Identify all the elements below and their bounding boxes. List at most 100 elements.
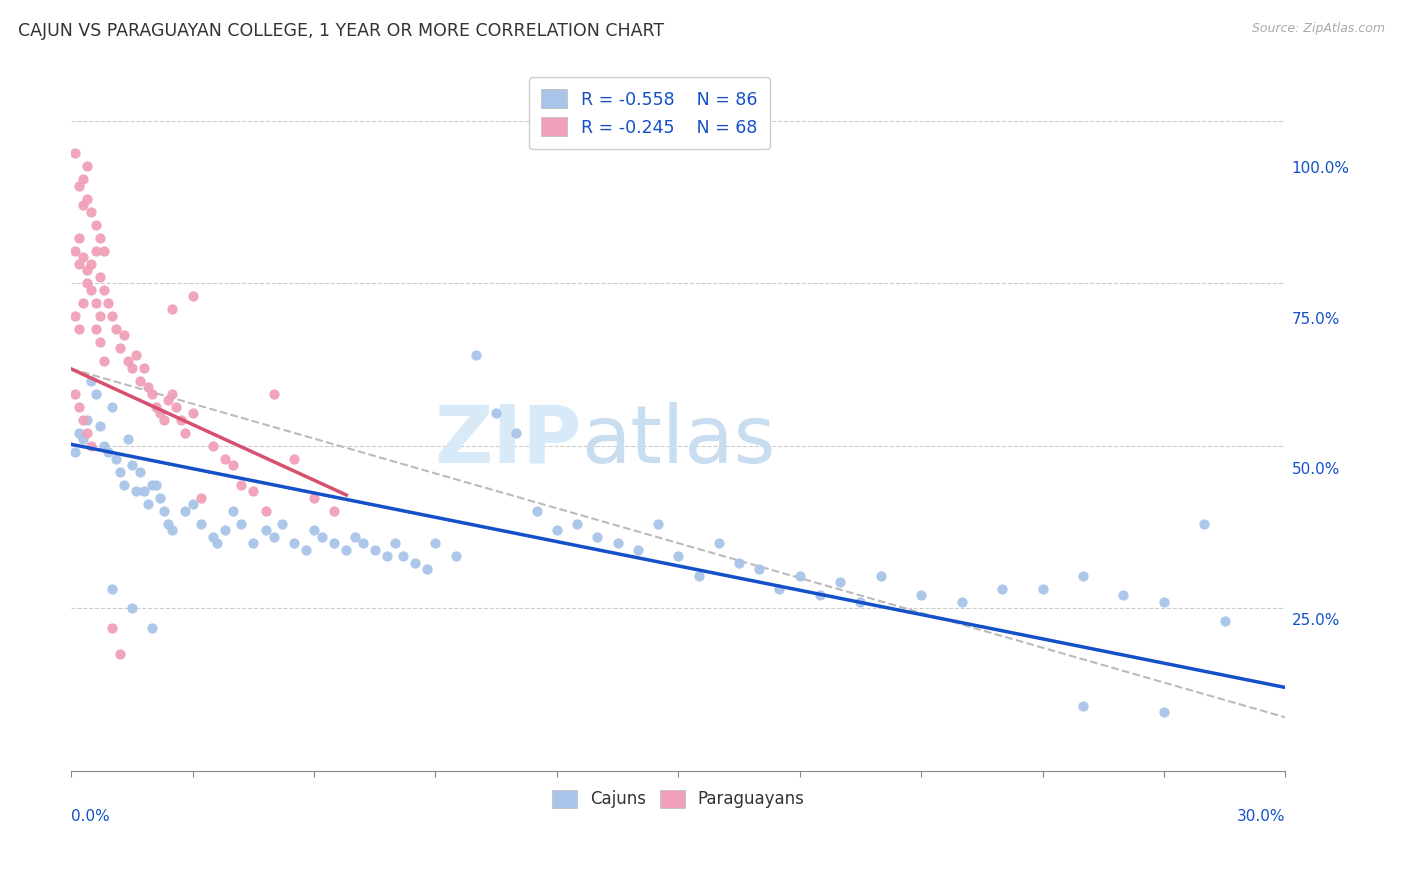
Point — [1153, 595, 1175, 609]
Point — [129, 374, 152, 388]
Point — [136, 497, 159, 511]
Point — [950, 595, 973, 609]
Point — [910, 588, 932, 602]
Point — [707, 536, 730, 550]
Point — [84, 321, 107, 335]
Text: 100.0%: 100.0% — [1292, 161, 1350, 177]
Point — [89, 309, 111, 323]
Point — [121, 458, 143, 472]
Point — [84, 218, 107, 232]
Point — [67, 321, 90, 335]
Point — [789, 568, 811, 582]
Point — [132, 360, 155, 375]
Point — [1071, 698, 1094, 713]
Point — [76, 192, 98, 206]
Point — [67, 400, 90, 414]
Point — [364, 542, 387, 557]
Text: 50.0%: 50.0% — [1292, 462, 1340, 477]
Point — [190, 516, 212, 531]
Point — [181, 497, 204, 511]
Point — [384, 536, 406, 550]
Point — [302, 491, 325, 505]
Point — [505, 425, 527, 440]
Point — [89, 419, 111, 434]
Text: 30.0%: 30.0% — [1237, 809, 1285, 824]
Point — [72, 295, 94, 310]
Point — [254, 503, 277, 517]
Point — [136, 380, 159, 394]
Point — [72, 432, 94, 446]
Point — [89, 269, 111, 284]
Point — [991, 582, 1014, 596]
Point — [425, 536, 447, 550]
Point — [149, 491, 172, 505]
Point — [404, 556, 426, 570]
Legend: Cajuns, Paraguayans: Cajuns, Paraguayans — [546, 783, 811, 815]
Point — [1071, 568, 1094, 582]
Text: 0.0%: 0.0% — [72, 809, 110, 824]
Point — [869, 568, 891, 582]
Point — [76, 276, 98, 290]
Point — [72, 198, 94, 212]
Point — [231, 477, 253, 491]
Point — [84, 244, 107, 258]
Point — [254, 523, 277, 537]
Point — [80, 204, 103, 219]
Point — [125, 348, 148, 362]
Point — [270, 516, 292, 531]
Point — [242, 484, 264, 499]
Point — [65, 244, 87, 258]
Point — [112, 477, 135, 491]
Point — [141, 386, 163, 401]
Text: CAJUN VS PARAGUAYAN COLLEGE, 1 YEAR OR MORE CORRELATION CHART: CAJUN VS PARAGUAYAN COLLEGE, 1 YEAR OR M… — [18, 22, 665, 40]
Point — [157, 516, 180, 531]
Point — [129, 465, 152, 479]
Text: Source: ZipAtlas.com: Source: ZipAtlas.com — [1251, 22, 1385, 36]
Point — [444, 549, 467, 563]
Point — [586, 530, 609, 544]
Point — [162, 386, 184, 401]
Point — [89, 334, 111, 349]
Point — [335, 542, 357, 557]
Point — [627, 542, 650, 557]
Point — [157, 393, 180, 408]
Point — [485, 406, 508, 420]
Point — [76, 263, 98, 277]
Point — [72, 250, 94, 264]
Point — [392, 549, 415, 563]
Point — [149, 406, 172, 420]
Point — [1213, 614, 1236, 628]
Point — [100, 400, 122, 414]
Point — [93, 283, 115, 297]
Point — [65, 309, 87, 323]
Point — [80, 283, 103, 297]
Text: 75.0%: 75.0% — [1292, 311, 1340, 326]
Point — [1194, 516, 1216, 531]
Point — [666, 549, 689, 563]
Point — [748, 562, 770, 576]
Point — [263, 386, 285, 401]
Point — [1153, 705, 1175, 719]
Point — [65, 386, 87, 401]
Point — [80, 374, 103, 388]
Text: ZIP: ZIP — [434, 401, 581, 480]
Point — [295, 542, 318, 557]
Point — [231, 516, 253, 531]
Point — [121, 360, 143, 375]
Point — [242, 536, 264, 550]
Point — [808, 588, 831, 602]
Point — [93, 244, 115, 258]
Point — [84, 295, 107, 310]
Point — [117, 432, 139, 446]
Point — [173, 503, 195, 517]
Point — [67, 230, 90, 244]
Point — [465, 348, 488, 362]
Point — [112, 328, 135, 343]
Point — [214, 451, 236, 466]
Point — [162, 302, 184, 317]
Point — [323, 536, 346, 550]
Point — [104, 321, 127, 335]
Point — [166, 400, 188, 414]
Point — [606, 536, 628, 550]
Point — [97, 295, 120, 310]
